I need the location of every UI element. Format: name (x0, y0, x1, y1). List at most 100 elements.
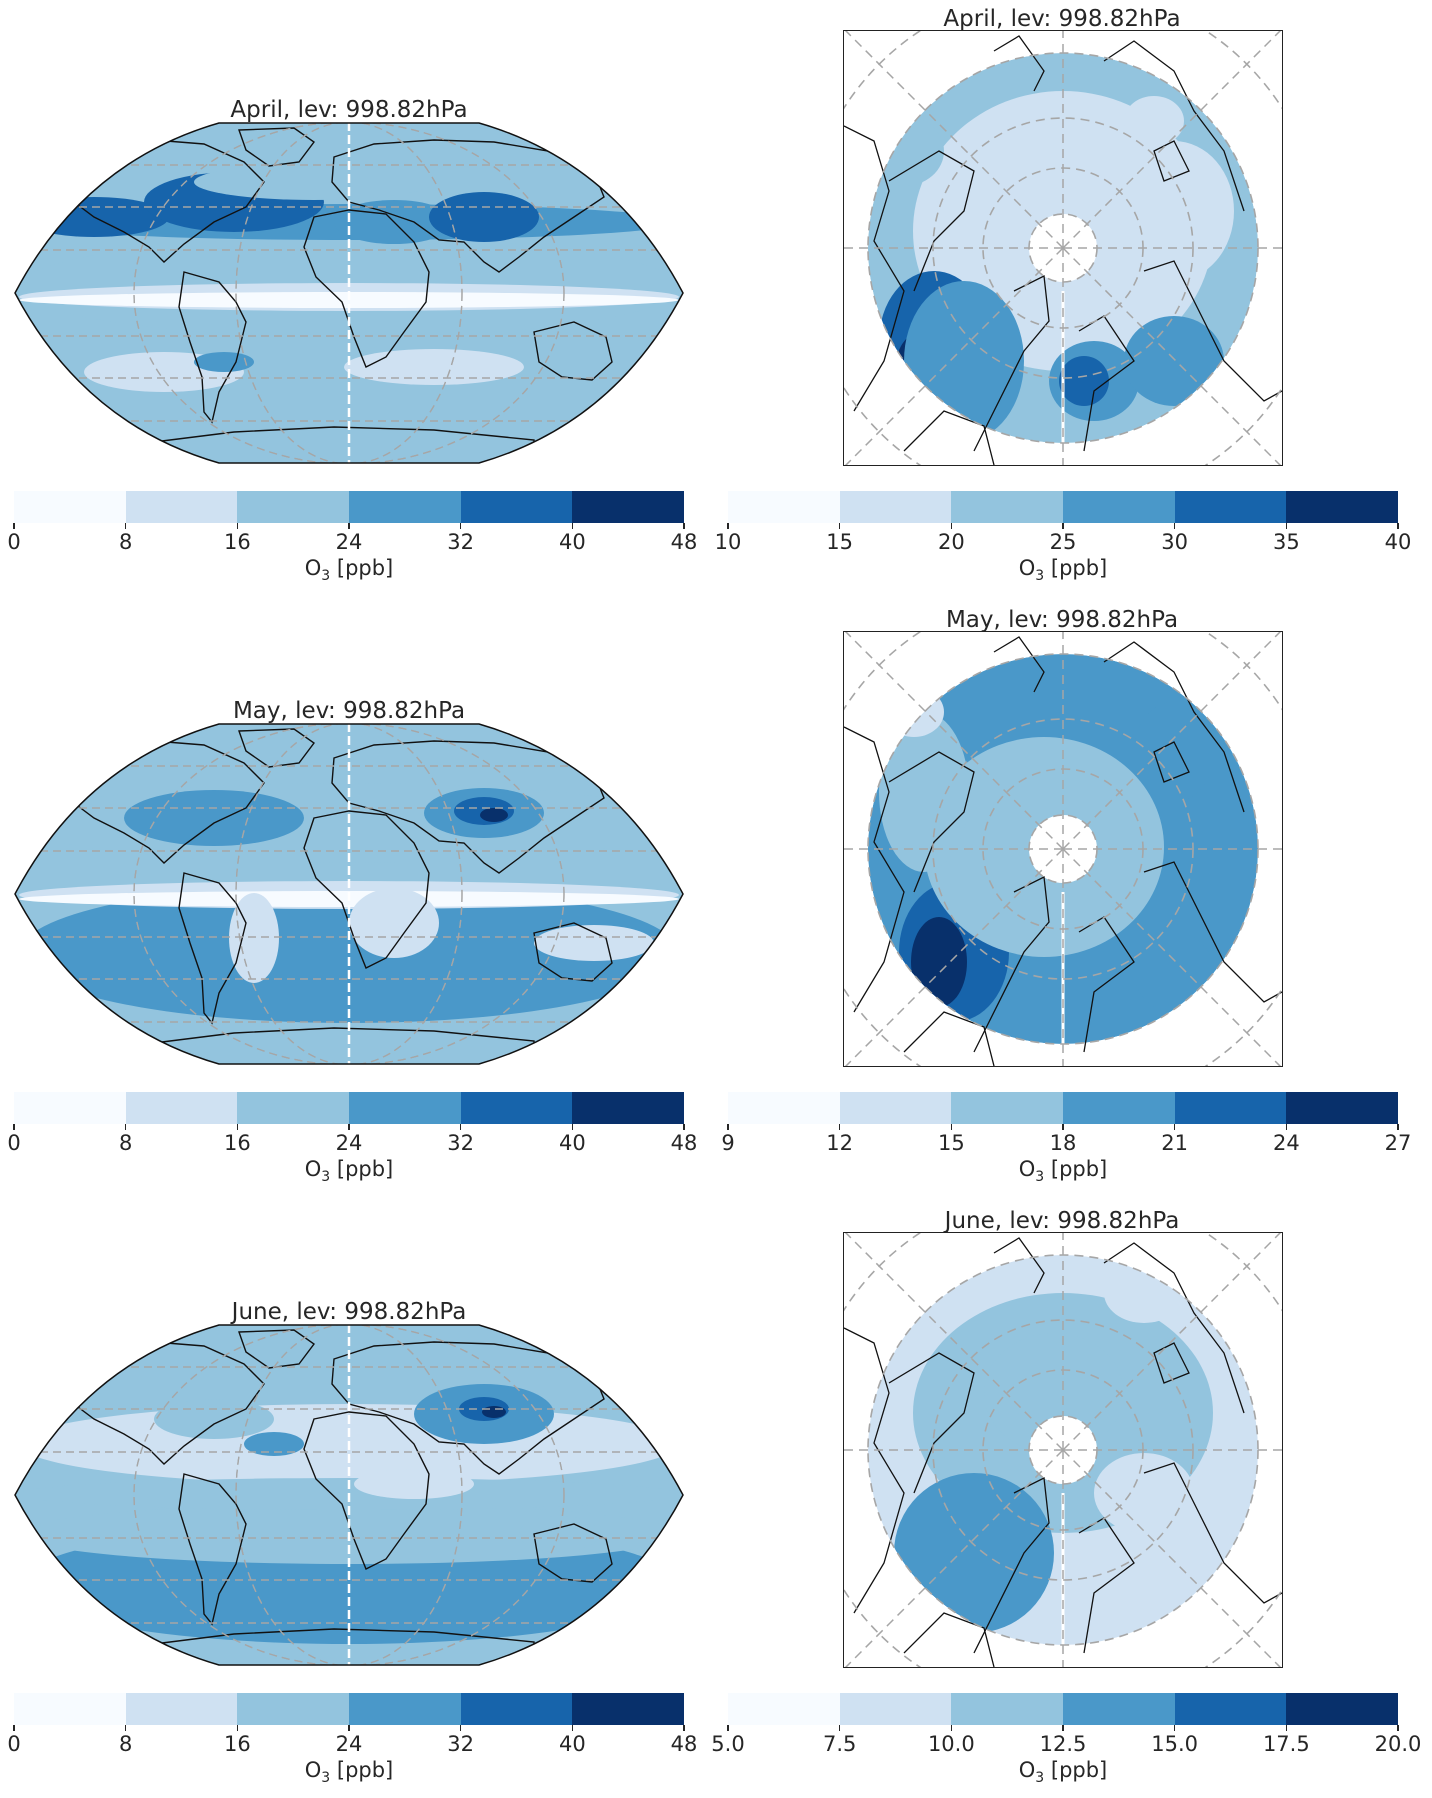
colorbar-tick-label: 18 (1049, 1131, 1077, 1155)
colorbar-tick-label: 48 (670, 1131, 698, 1155)
colorbar-tick-label: 25 (1049, 530, 1077, 554)
colorbar-tickmark (124, 1124, 127, 1130)
colorbar-tickmark (1285, 1725, 1288, 1731)
coastline (331, 740, 605, 874)
colorbar (14, 1092, 685, 1124)
colorbar-tick-label: 16 (223, 1131, 251, 1155)
colorbar-label-unit: [ppb] (1050, 1758, 1108, 1782)
coastline (533, 922, 613, 982)
contour-region (229, 893, 279, 983)
contour-region (1124, 96, 1184, 146)
polar-map (844, 632, 1282, 1066)
colorbar-tick-label: 24 (335, 530, 363, 554)
colorbar-segment (572, 1092, 685, 1124)
coastline (844, 125, 905, 412)
colorbar-tickmark (459, 523, 462, 529)
colorbar-label-subscript: 3 (321, 1169, 331, 1186)
colorbar-tickmark (571, 523, 574, 529)
colorbar-tick-label: 15 (826, 530, 854, 554)
colorbar-label-unit: [ppb] (336, 1758, 394, 1782)
coastline (331, 139, 605, 273)
coastline (331, 1341, 605, 1475)
colorbar-segment (125, 1693, 238, 1725)
colorbar-segment (1174, 1693, 1287, 1725)
colorbar-label-species: O (1018, 556, 1036, 580)
colorbar-tick-label: 8 (118, 1131, 133, 1155)
gridline (1062, 848, 1282, 1066)
colorbar-label-species: O (304, 1157, 322, 1181)
contour-region (1134, 702, 1214, 802)
colorbar-tickmark (459, 1725, 462, 1731)
gridline (235, 724, 463, 1064)
contour-region (344, 349, 524, 385)
colorbar (14, 1693, 685, 1725)
colorbar-tick-label: 20.0 (1374, 1732, 1422, 1756)
colorbar-tick-label: 21 (1161, 1131, 1189, 1155)
colorbar-tick-label: 16 (223, 530, 251, 554)
gridline (844, 1449, 1064, 1667)
map-title: May, lev: 998.82hPa (945, 607, 1179, 633)
coastline (238, 1329, 315, 1369)
colorbar-segment (951, 1092, 1064, 1124)
colorbar-segment (572, 491, 685, 523)
colorbar-tick-label: 16 (223, 1732, 251, 1756)
colorbar-tickmark (13, 1725, 15, 1731)
colorbar-label-unit: [ppb] (1050, 556, 1108, 580)
colorbar-segment (460, 491, 573, 523)
contour-region (194, 164, 434, 200)
colorbar-tickmark (1285, 1124, 1288, 1130)
colorbar-label-species: O (1018, 1758, 1036, 1782)
colorbar-label-unit: [ppb] (336, 1157, 394, 1181)
coastline (1153, 140, 1190, 182)
gridline (844, 848, 1064, 1066)
map-title: April, lev: 998.82hPa (230, 97, 468, 123)
colorbar-tickmark (124, 523, 127, 529)
colorbar-tickmark (1062, 523, 1064, 529)
colorbar-tick-label: 17.5 (1262, 1732, 1310, 1756)
coastline (153, 426, 535, 463)
gridline (844, 1233, 1064, 1451)
coastline (1143, 260, 1282, 402)
colorbar-segment (1174, 491, 1287, 523)
colorbar-tick-label: 24 (1272, 1131, 1300, 1155)
coastline (1143, 861, 1282, 1003)
colorbar-label-unit: [ppb] (336, 556, 394, 580)
colorbar-segment (1286, 491, 1399, 523)
colorbar-segment (839, 1092, 952, 1124)
contour-region (482, 1406, 506, 1418)
colorbar-segment (460, 1693, 573, 1725)
polar-map (844, 31, 1282, 465)
coastline (1103, 40, 1245, 212)
coastline (303, 1411, 430, 1570)
gridline (844, 247, 1064, 465)
colorbar-tickmark (1173, 1124, 1176, 1130)
coastline (153, 1027, 535, 1064)
colorbar-segment (728, 1092, 840, 1124)
colorbar-segment (125, 1092, 238, 1124)
coastline (973, 275, 1050, 452)
colorbar-tick-label: 12 (826, 1131, 854, 1155)
contour-region (894, 1473, 1054, 1633)
colorbar-label-subscript: 3 (1035, 1770, 1045, 1787)
coastline (973, 876, 1050, 1053)
colorbar-segment (14, 1092, 126, 1124)
coastline (1103, 1242, 1245, 1414)
colorbar-tickmark (727, 523, 729, 529)
colorbar-label: O3 [ppb] (1019, 1157, 1108, 1185)
colorbar-tickmark (13, 523, 15, 529)
colorbar-segment (237, 1092, 350, 1124)
colorbar-tick-label: 10 (714, 530, 742, 554)
colorbar-tick-label: 12.5 (1039, 1732, 1087, 1756)
colorbar-tickmark (13, 1124, 15, 1130)
map-title: June, lev: 998.82hPa (231, 1299, 467, 1325)
colorbar-tickmark (1173, 523, 1176, 529)
colorbar-segment (237, 1693, 350, 1725)
contour-region (480, 808, 508, 822)
contour-region (154, 1399, 274, 1439)
colorbar-label: O3 [ppb] (305, 1758, 394, 1786)
colorbar-segment (14, 1693, 126, 1725)
colorbar-label-species: O (304, 556, 322, 580)
gridline (844, 632, 1064, 850)
coastline (903, 410, 995, 465)
contour-region (1124, 316, 1224, 406)
